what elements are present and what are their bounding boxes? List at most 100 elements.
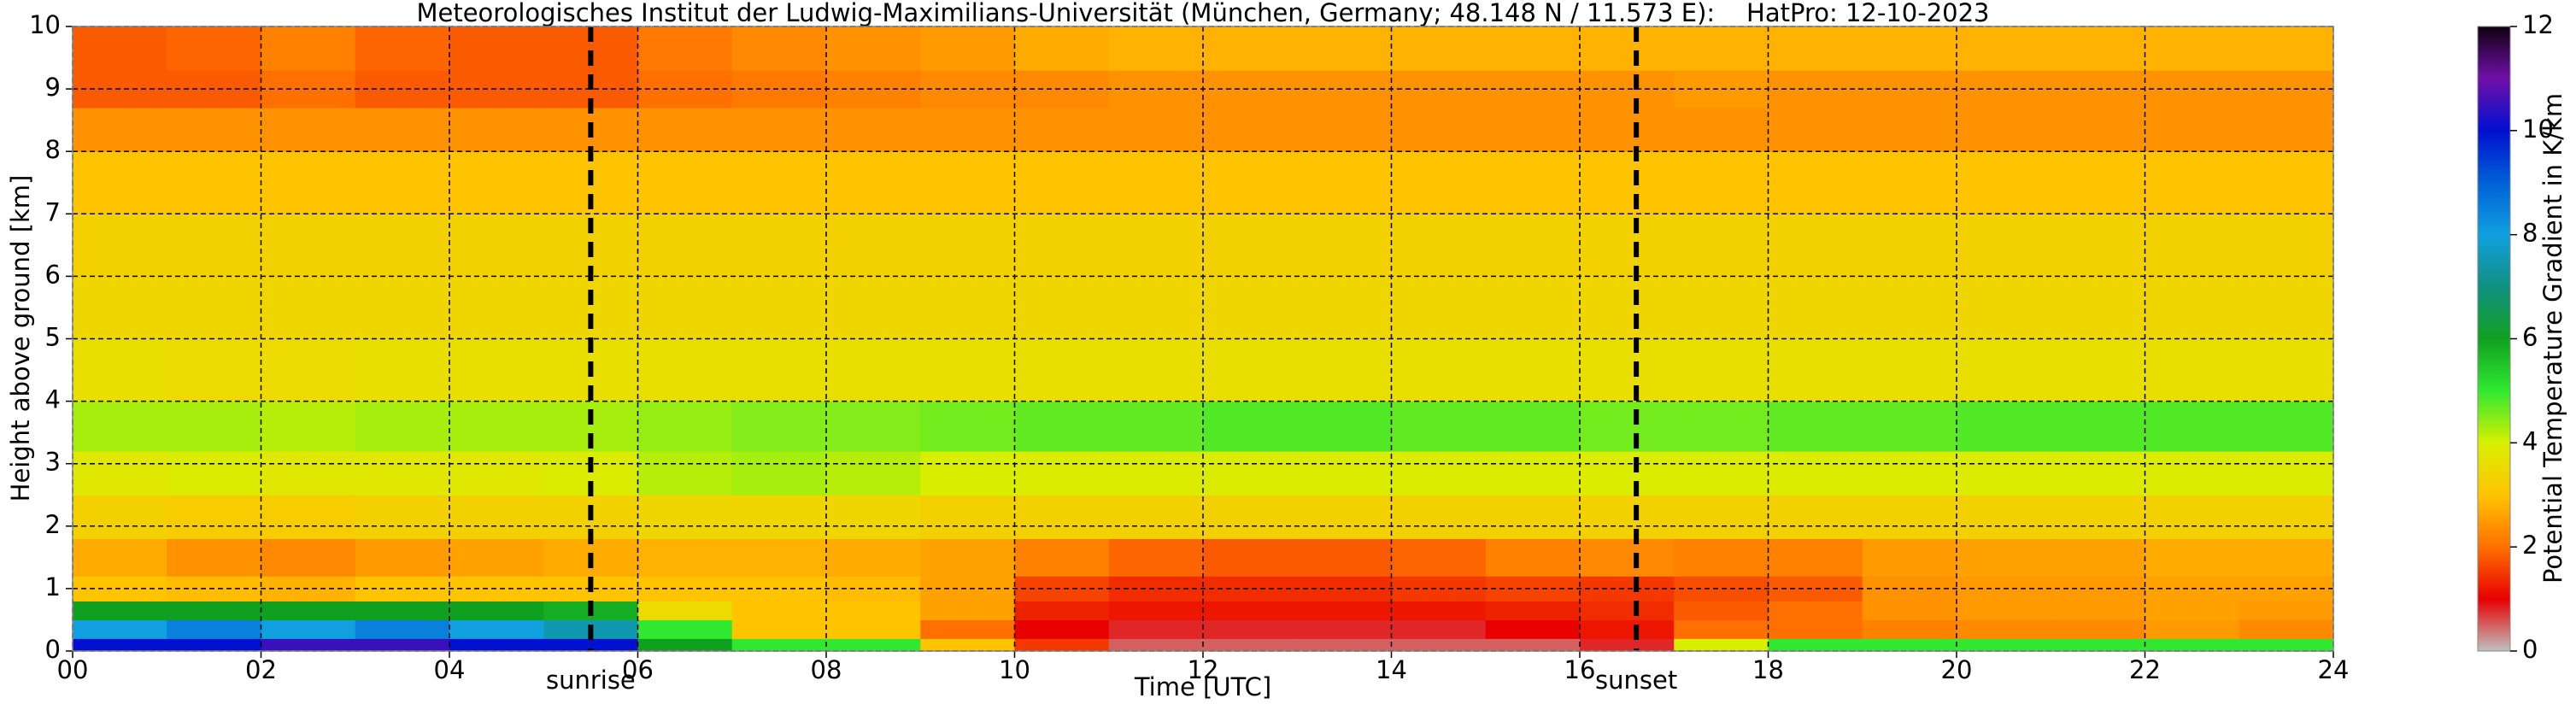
heatmap-cell [1014,638,1110,652]
heatmap-cell [1580,151,1675,214]
heatmap-cell [543,276,638,339]
heatmap-cell [1580,638,1675,652]
heatmap-cell [1674,495,1769,539]
heatmap-cell [261,538,356,577]
heatmap-cell [1014,26,1110,71]
y-tick-label: 1 [45,572,61,601]
heatmap-cell [167,638,261,652]
heatmap-cell [449,151,544,214]
heatmap-cell [261,338,356,402]
heatmap-cell [1108,401,1204,452]
heatmap-cell [1674,26,1769,71]
heatmap-cell [637,538,733,577]
heatmap-cell [1485,401,1581,452]
heatmap-cell [355,601,450,620]
heatmap-cell [1108,495,1204,539]
heatmap-cell [1108,338,1204,402]
heatmap-cell [2239,214,2334,277]
heatmap-cell [261,26,356,71]
heatmap-cell [1485,619,1581,639]
heatmap-cell [1297,276,1392,339]
heatmap-cell [1580,276,1675,339]
heatmap-cell [355,276,450,339]
heatmap-cell [2239,638,2334,652]
event-label: sunset [1595,666,1677,695]
heatmap-cell [1862,451,1957,496]
heatmap-cell [1957,495,2051,539]
heatmap-cell [1580,601,1675,620]
heatmap-cell [1768,108,1863,152]
heatmap-cell [1014,495,1110,539]
x-tick-label: 06 [622,655,654,684]
heatmap-cell [1297,576,1392,602]
heatmap-cell [261,451,356,496]
x-tick-label: 14 [1376,655,1407,684]
heatmap-cell [2239,338,2334,402]
colorbar-tick-label: 2 [2522,531,2538,560]
colorbar-tick-label: 12 [2522,10,2554,39]
heatmap-cell [1862,619,1957,639]
heatmap-cell [1203,70,1298,109]
heatmap-cell [2051,495,2145,539]
heatmap-cell [1108,601,1204,620]
y-tick-label: 10 [29,10,61,39]
heatmap-cell [920,638,1015,652]
heatmap-cell [167,451,261,496]
heatmap-cell [355,538,450,577]
heatmap-cell [920,214,1015,277]
heatmap-cell [2145,338,2240,402]
heatmap-cell [73,401,167,452]
heatmap-cell [1203,26,1298,71]
heatmap-cell [167,538,261,577]
heatmap-cell [920,495,1015,539]
heatmap-cell [1768,619,1863,639]
heatmap-cell [1485,214,1581,277]
colorbar [2477,26,2511,652]
heatmap-cell [1391,638,1487,652]
heatmap-cell [73,495,167,539]
x-tick-label: 00 [57,655,89,684]
heatmap-cell [826,538,921,577]
heatmap-cell [449,538,544,577]
heatmap-cell [1957,538,2051,577]
heatmap-cell [826,619,921,639]
colorbar-tick-label: 8 [2522,219,2538,248]
heatmap-cell [637,619,733,639]
heatmap-cell [1768,495,1863,539]
heatmap-cell [1203,214,1298,277]
heatmap-cell [826,70,921,109]
colorbar-tick-label: 4 [2522,426,2538,455]
heatmap-cell [1014,151,1110,214]
heatmap-cell [1580,338,1675,402]
heatmap-cell [1862,601,1957,620]
heatmap-cell [637,276,733,339]
heatmap-cell [1580,214,1675,277]
heatmap-cell [1108,151,1204,214]
heatmap-cell [1485,538,1581,577]
heatmap-cell [826,451,921,496]
heatmap-cell [2239,538,2334,577]
heatmap-cell [731,401,827,452]
heatmap-cell [2145,538,2240,577]
heatmap-cell [731,214,827,277]
heatmap-cell [1674,338,1769,402]
heatmap-cell [1203,619,1298,639]
heatmap-cell [731,108,827,152]
heatmap-cell [920,619,1015,639]
event-label: sunrise [546,666,636,695]
heatmap-cell [1391,451,1487,496]
heatmap-cell [1203,451,1298,496]
heatmap-cell [167,338,261,402]
heatmap-cell [2239,108,2334,152]
heatmap-cell [2051,151,2145,214]
x-tick-label: 20 [1941,655,1973,684]
y-tick-label: 6 [45,260,61,289]
heatmap-cell [2145,26,2240,71]
heatmap-cell [355,214,450,277]
heatmap-cell [731,601,827,620]
heatmap-cell [1203,638,1298,652]
heatmap-cell [920,601,1015,620]
y-axis-label: Height above ground [km] [6,175,35,502]
heatmap-cell [1768,26,1863,71]
heatmap-cell [1674,276,1769,339]
